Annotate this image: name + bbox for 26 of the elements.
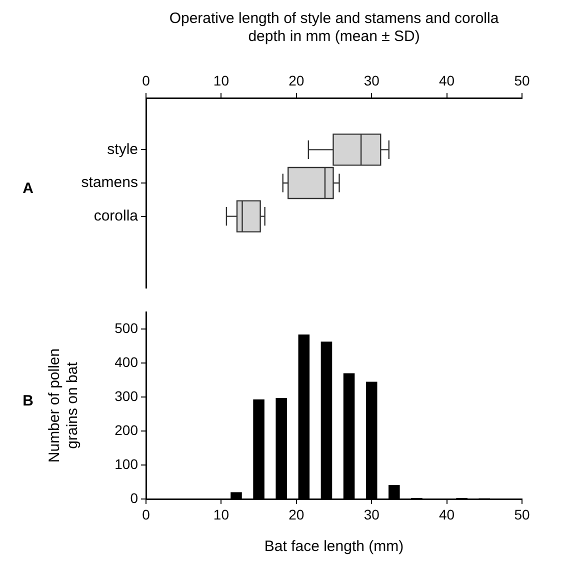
x-tick-label: 30 — [364, 72, 380, 88]
x-tick-label: 0 — [142, 506, 150, 522]
x-tick-label: 30 — [364, 506, 380, 522]
x-tick-label: 20 — [288, 72, 304, 88]
x-tick-label: 40 — [439, 72, 455, 88]
y-axis-title: Number of pollen grains on bat — [46, 348, 82, 463]
x-tick-label: 10 — [213, 506, 230, 522]
y-tick-label: 0 — [130, 490, 138, 506]
y-tick-label: 500 — [114, 320, 138, 336]
x-tick-label: 10 — [213, 72, 230, 88]
x-tick-label: 50 — [514, 72, 530, 88]
x-tick-label: 50 — [514, 506, 530, 522]
y-tick-label: corolla — [94, 207, 139, 224]
y-tick-label: style — [107, 140, 138, 158]
x-tick-label: 0 — [142, 72, 150, 88]
y-tick-label: 100 — [114, 456, 138, 472]
x-axis-title: Operative length of style and stamens and corolla depth in mm (mean ± SD) — [169, 10, 500, 46]
x-tick-label: 20 — [288, 506, 304, 522]
y-tick-label: stamens — [81, 174, 138, 192]
text: B — [22, 392, 34, 410]
x-tick-label: 40 — [439, 506, 455, 522]
text: A — [22, 180, 34, 198]
y-tick-label: 200 — [114, 422, 138, 438]
y-tick-label: 400 — [114, 354, 138, 370]
x-axis-title: Bat face length (mm) — [264, 538, 404, 556]
y-tick-label: 300 — [114, 388, 138, 404]
